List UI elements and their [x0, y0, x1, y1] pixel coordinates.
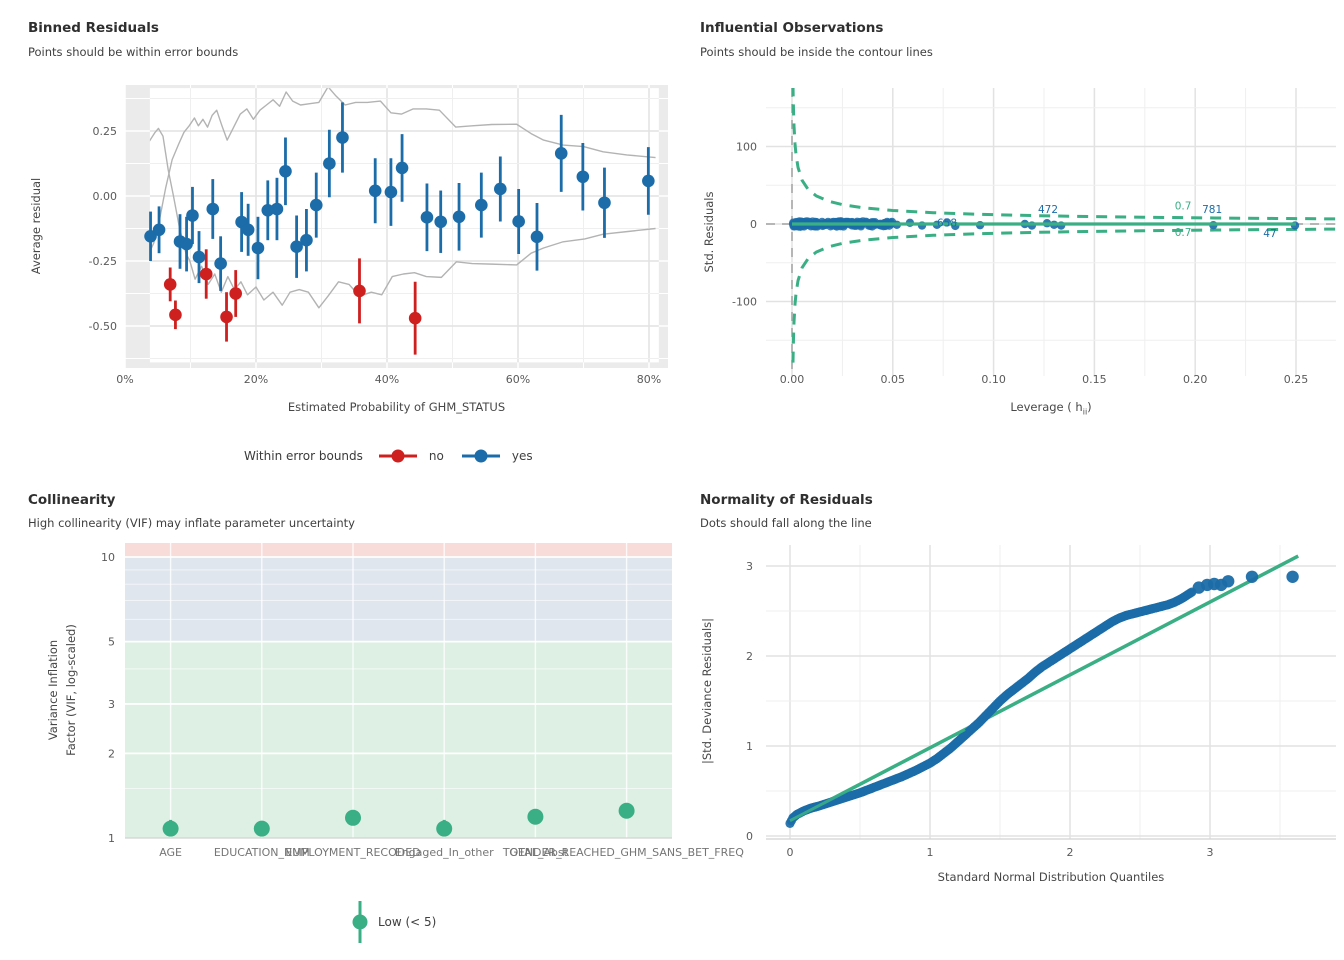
svg-text:Engaged_In_other: Engaged_In_other [395, 846, 494, 859]
svg-text:0.7: 0.7 [1175, 227, 1192, 239]
leverage-label-prefix: Leverage ( h [1010, 400, 1083, 414]
legend-item-low-vif-label: Low (< 5) [378, 915, 437, 929]
svg-text:-0.50: -0.50 [89, 320, 117, 333]
legend-item-no: no [377, 447, 444, 465]
svg-text:0.15: 0.15 [1082, 373, 1107, 386]
svg-text:AGE: AGE [159, 846, 182, 859]
qq-x-axis-label: Standard Normal Distribution Quantiles [937, 870, 1165, 884]
legend-item-yes: yes [460, 447, 533, 465]
legend-item-yes-label: yes [511, 449, 533, 463]
binned-residuals-subtitle: Points should be within error bounds [28, 45, 239, 59]
svg-text:2: 2 [1067, 846, 1074, 859]
svg-text:100: 100 [736, 141, 757, 154]
binned-legend-title: Within error bounds [244, 449, 363, 463]
leverage-label-subscript: ii [1082, 407, 1088, 417]
svg-text:781: 781 [1202, 204, 1222, 216]
collinearity-title: Collinearity [28, 492, 116, 508]
svg-text:472: 472 [1038, 204, 1058, 216]
legend-item-no-label: no [428, 449, 444, 463]
binned-legend: Within error bounds no yes [244, 447, 549, 465]
svg-text:0.10: 0.10 [981, 373, 1006, 386]
svg-text:658: 658 [937, 218, 957, 230]
no-pointrange-icon [378, 449, 417, 463]
collinearity-y-label-line1: Variance Inflation [46, 639, 60, 741]
collinearity-legend: Low (< 5) [352, 898, 452, 946]
svg-text:3: 3 [746, 560, 753, 573]
svg-text:2: 2 [108, 747, 115, 760]
svg-text:5: 5 [108, 636, 115, 649]
yes-pointrange-icon [461, 449, 500, 463]
svg-text:3: 3 [1207, 846, 1214, 859]
normality-title: Normality of Residuals [700, 492, 873, 508]
svg-text:40%: 40% [375, 373, 399, 386]
svg-text:20%: 20% [244, 373, 268, 386]
svg-text:0.20: 0.20 [1183, 373, 1208, 386]
legend-item-low-vif: Low (< 5) [352, 898, 436, 946]
binned-x-axis-label: Estimated Probability of GHM_STATUS [287, 400, 506, 414]
influential-x-axis-label: Leverage ( hii) [766, 400, 1336, 416]
svg-text:0.00: 0.00 [780, 373, 805, 386]
svg-text:0: 0 [746, 830, 753, 843]
binned-y-axis-label: Average residual [29, 177, 43, 275]
svg-text:0%: 0% [116, 373, 133, 386]
svg-text:0.7: 0.7 [1175, 201, 1192, 213]
svg-text:2: 2 [746, 650, 753, 663]
normality-subtitle: Dots should fall along the line [700, 516, 872, 530]
svg-text:1: 1 [108, 832, 115, 845]
svg-text:GENDER_REACHED_GHM_SANS_BET_FR: GENDER_REACHED_GHM_SANS_BET_FREQ [509, 846, 744, 859]
qq-y-axis-label: |Std. Deviance Residuals| [700, 617, 714, 765]
collinearity-y-axis-label: Variance Inflation Factor (VIF, log-scal… [44, 624, 80, 756]
svg-text:0.05: 0.05 [881, 373, 906, 386]
influential-observations-subtitle: Points should be inside the contour line… [700, 45, 933, 59]
influential-observations-title: Influential Observations [700, 20, 884, 36]
svg-text:10: 10 [101, 551, 115, 564]
collinearity-y-label-line2: Factor (VIF, log-scaled) [64, 624, 78, 756]
svg-text:-0.25: -0.25 [89, 255, 117, 268]
svg-text:80%: 80% [637, 373, 661, 386]
svg-text:3: 3 [108, 698, 115, 711]
leverage-label-suffix: ) [1087, 400, 1092, 414]
low-vif-pointrange-icon [352, 901, 368, 943]
influential-y-axis-label: Std. Residuals [702, 191, 716, 273]
svg-text:EMPLOYMENT_RECODED: EMPLOYMENT_RECODED [285, 846, 420, 859]
svg-text:-100: -100 [732, 296, 757, 309]
collinearity-subtitle: High collinearity (VIF) may inflate para… [28, 516, 355, 530]
svg-text:EDUCATION_NUM: EDUCATION_NUM [214, 846, 310, 859]
svg-text:47: 47 [1263, 228, 1276, 240]
svg-text:0.25: 0.25 [1284, 373, 1309, 386]
svg-text:0.00: 0.00 [93, 190, 118, 203]
svg-text:TOTAL_Abst: TOTAL_Abst [502, 846, 569, 859]
binned-residuals-title: Binned Residuals [28, 20, 159, 36]
svg-text:0: 0 [750, 218, 757, 231]
svg-text:1: 1 [927, 846, 934, 859]
svg-text:1: 1 [746, 740, 753, 753]
svg-text:0: 0 [787, 846, 794, 859]
svg-text:0.25: 0.25 [93, 125, 118, 138]
svg-text:60%: 60% [506, 373, 530, 386]
